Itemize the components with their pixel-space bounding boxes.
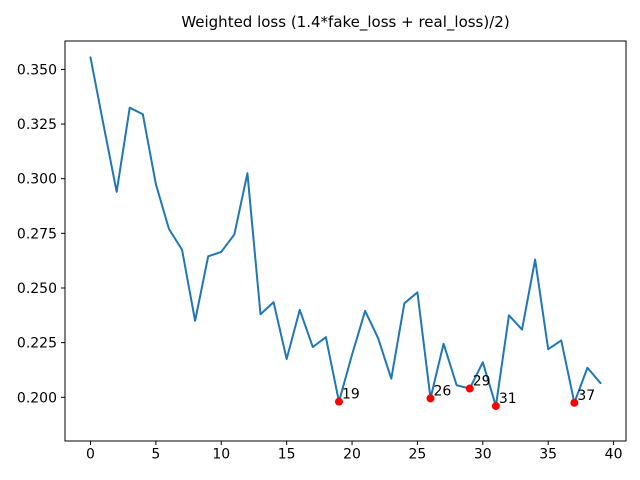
loss-line bbox=[89, 56, 602, 408]
plot-border bbox=[64, 40, 627, 442]
min-marker-label: 26 bbox=[434, 383, 452, 399]
y-tick-label: 0.325 bbox=[17, 117, 57, 133]
min-marker-dot bbox=[334, 397, 343, 406]
min-marker-label: 29 bbox=[473, 374, 491, 390]
y-tick-label: 0.200 bbox=[17, 390, 57, 406]
x-tick-label: 5 bbox=[151, 447, 160, 463]
min-marker-dot bbox=[465, 384, 474, 393]
x-tick-label: 15 bbox=[278, 447, 296, 463]
min-marker-label: 19 bbox=[342, 387, 360, 403]
x-tick-label: 20 bbox=[343, 447, 361, 463]
y-tick-label: 0.275 bbox=[17, 226, 57, 242]
x-tick-label: 0 bbox=[86, 447, 95, 463]
min-marker-label: 37 bbox=[577, 388, 595, 404]
x-tick-label: 25 bbox=[409, 447, 427, 463]
chart-title: Weighted loss (1.4*fake_loss + real_loss… bbox=[181, 13, 509, 32]
min-marker-label: 31 bbox=[499, 391, 517, 407]
y-tick-label: 0.350 bbox=[17, 62, 57, 78]
min-marker-dot bbox=[491, 402, 500, 411]
y-tick-label: 0.225 bbox=[17, 336, 57, 352]
y-tick-label: 0.250 bbox=[17, 281, 57, 297]
y-tick-label: 0.300 bbox=[17, 172, 57, 188]
x-tick-label: 35 bbox=[539, 447, 557, 463]
x-tick-label: 40 bbox=[605, 447, 623, 463]
x-tick-label: 10 bbox=[212, 447, 230, 463]
x-tick-label: 30 bbox=[474, 447, 492, 463]
min-marker-dot bbox=[570, 398, 579, 407]
min-marker-dot bbox=[426, 394, 435, 403]
